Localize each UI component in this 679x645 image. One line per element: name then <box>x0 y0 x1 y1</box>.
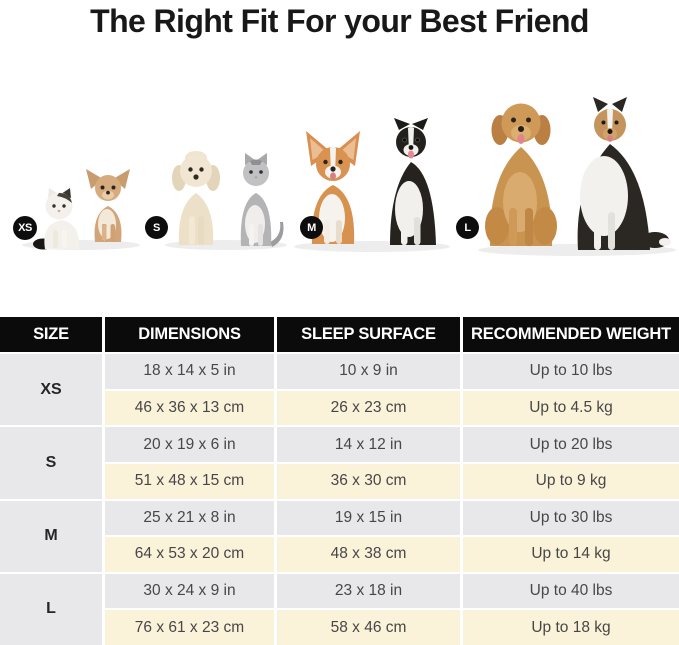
m-weight-lbs: Up to 30 lbs <box>463 500 679 536</box>
s-group-shadow <box>165 240 287 250</box>
m-dimensions-cm: 64 x 53 x 20 cm <box>105 537 274 572</box>
s-weight-lbs: Up to 20 lbs <box>463 427 679 462</box>
l-dimensions-cm: 76 x 61 x 23 cm <box>105 610 274 645</box>
size-badge-m: M <box>300 216 323 239</box>
s-weight-kg: Up to 9 kg <box>463 463 679 499</box>
column-header-sleep-surface: SLEEP SURFACE <box>277 317 460 352</box>
s-sleep-surface-cm: 36 x 30 cm <box>277 463 460 499</box>
m-dimensions-in: 25 x 21 x 8 in <box>105 500 274 536</box>
l-weight-lbs: Up to 40 lbs <box>463 573 679 609</box>
m-group-shadow <box>294 241 450 252</box>
m-sleep-surface-in: 19 x 15 in <box>277 500 460 536</box>
column-header-recommended-weight: RECOMMENDED WEIGHT <box>463 317 679 352</box>
xs-dimensions-cm: 46 x 36 x 13 cm <box>105 390 274 426</box>
s-dimensions-in: 20 x 19 x 6 in <box>105 427 274 462</box>
size-label-s: S <box>0 427 102 499</box>
s-dimensions-cm: 51 x 48 x 15 cm <box>105 463 274 499</box>
l-weight-kg: Up to 18 kg <box>463 610 679 645</box>
xs-sleep-surface-cm: 26 x 23 cm <box>277 390 460 426</box>
l-sleep-surface-in: 23 x 18 in <box>277 573 460 609</box>
size-chart-table: SIZE DIMENSIONS SLEEP SURFACE RECOMMENDE… <box>0 317 679 645</box>
size-badge-xs: XS <box>13 216 37 240</box>
white-cat-image <box>33 188 80 250</box>
l-sleep-surface-cm: 58 x 46 cm <box>277 610 460 645</box>
xs-weight-kg: Up to 4.5 kg <box>463 390 679 426</box>
size-label-l: L <box>0 573 102 645</box>
s-sleep-surface-in: 14 x 12 in <box>277 427 460 462</box>
size-badge-l: L <box>456 216 479 239</box>
xs-group-shadow <box>22 240 140 250</box>
page-title: The Right Fit For your Best Friend <box>90 3 589 39</box>
maltese-puppy-image <box>172 151 220 245</box>
gray-white-cat-image <box>240 153 284 247</box>
l-dimensions-in: 30 x 24 x 9 in <box>105 573 274 609</box>
column-header-dimensions: DIMENSIONS <box>105 317 274 352</box>
m-sleep-surface-cm: 48 x 38 cm <box>277 537 460 572</box>
border-collie-image <box>390 118 436 245</box>
m-weight-kg: Up to 14 kg <box>463 537 679 572</box>
size-label-xs: XS <box>0 354 102 426</box>
golden-retriever-image <box>485 103 557 246</box>
rough-collie-image <box>577 97 671 250</box>
size-badge-s: S <box>145 216 168 239</box>
chihuahua-image <box>86 169 130 242</box>
xs-weight-lbs: Up to 10 lbs <box>463 354 679 389</box>
column-header-size: SIZE <box>0 317 102 352</box>
size-label-m: M <box>0 500 102 572</box>
xs-dimensions-in: 18 x 14 x 5 in <box>105 354 274 389</box>
xs-sleep-surface-in: 10 x 9 in <box>277 354 460 389</box>
